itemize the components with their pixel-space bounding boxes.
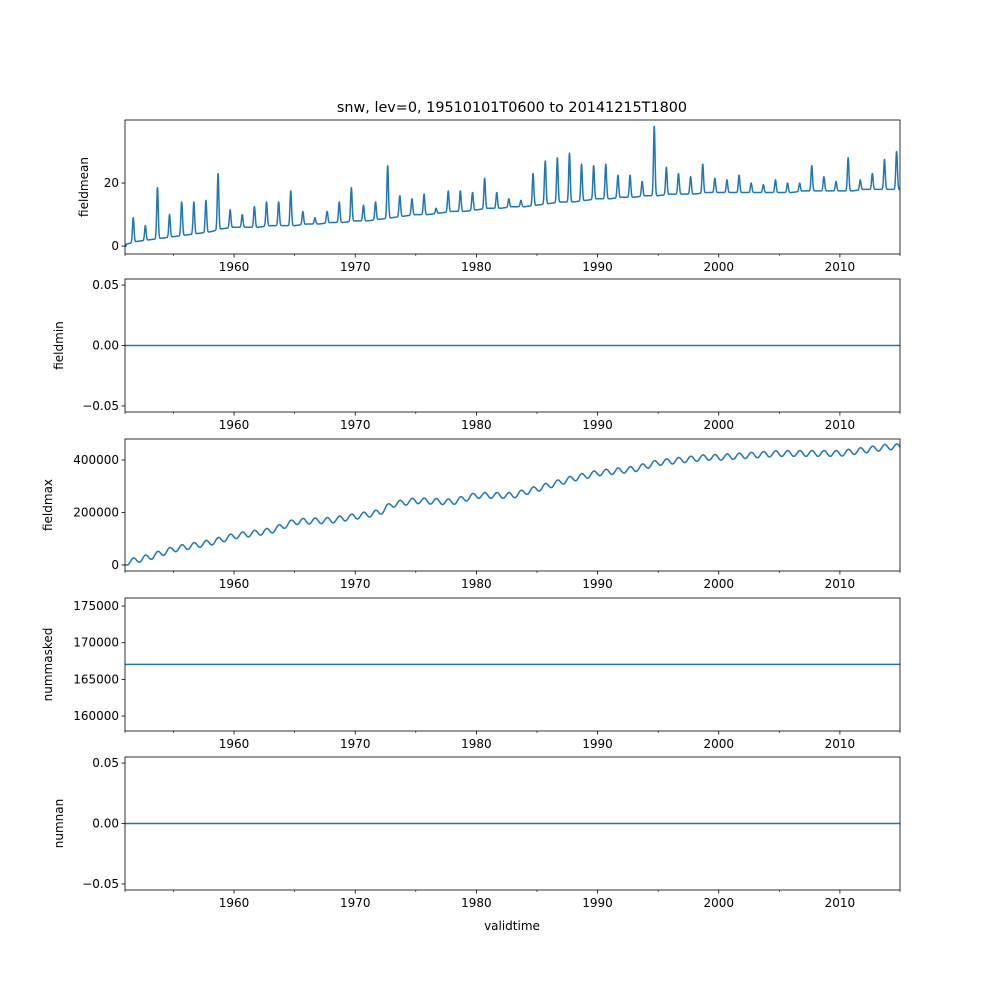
y-tick-label: 20 (104, 176, 119, 190)
y-tick-label: 0.00 (92, 339, 119, 353)
axes-frame (124, 438, 901, 572)
y-tick-label: 0.05 (92, 278, 119, 292)
y-tick-label: 200000 (73, 505, 119, 519)
x-tick-label: 1980 (461, 577, 492, 591)
subplot-numnan: −0.05 0.00 0.05 1960 1970 1980 1990 2000 2010 num… (52, 756, 901, 910)
x-tick-label: 2010 (825, 896, 856, 910)
y-axis-label: nummasked (41, 628, 55, 702)
x-tick-label: 1960 (219, 737, 250, 751)
series-line-fieldmean (124, 125, 901, 247)
x-tick-label: 1960 (219, 418, 250, 432)
x-tick-label: 1980 (461, 260, 492, 274)
x-tick-label: 2000 (703, 737, 734, 751)
x-tick-label: 2000 (703, 260, 734, 274)
x-tick-label: 1990 (582, 418, 613, 432)
subplot-fieldmax: 0 200000 400000 1960 1970 1980 1990 2000 2010 fie… (41, 438, 901, 591)
x-tick-label: 2010 (825, 260, 856, 274)
x-tick-label: 1970 (340, 418, 371, 432)
y-tick-label: −0.05 (82, 877, 119, 891)
series-line-fieldmax (124, 443, 901, 566)
x-tick-label: 1990 (582, 577, 613, 591)
y-axis-label: fieldmean (77, 157, 91, 217)
x-tick-label: 2000 (703, 896, 734, 910)
subplot-fieldmean: 0 20 1960 1970 1980 1990 2000 2010 fieldmean (77, 119, 901, 274)
x-tick-label: 1970 (340, 577, 371, 591)
x-tick-label: 1980 (461, 418, 492, 432)
axes-frame (124, 119, 901, 255)
chart-title: snw, lev=0, 19510101T0600 to 20141215T18… (337, 100, 687, 116)
y-tick-label: 400000 (73, 453, 119, 467)
x-tick-label: 2010 (825, 577, 856, 591)
axes-frame (124, 597, 901, 732)
x-tick-label: 2010 (825, 737, 856, 751)
x-tick-label: 1970 (340, 260, 371, 274)
y-tick-label: 0.00 (92, 817, 119, 831)
y-tick-label: 0.05 (92, 756, 119, 770)
x-tick-label: 1990 (582, 737, 613, 751)
x-tick-label: 1970 (340, 737, 371, 751)
x-tick-label: 1980 (461, 896, 492, 910)
subplot-fieldmin: −0.05 0.00 0.05 1960 1970 1980 1990 2000 2010 fie… (52, 278, 901, 432)
x-tick-label: 1990 (582, 896, 613, 910)
x-tick-label: 2000 (703, 418, 734, 432)
y-tick-label: 170000 (73, 636, 119, 650)
x-tick-label: 1960 (219, 577, 250, 591)
x-tick-label: 1970 (340, 896, 371, 910)
y-tick-label: 175000 (73, 599, 119, 613)
x-tick-label: 1980 (461, 737, 492, 751)
y-tick-label: 160000 (73, 709, 119, 723)
y-tick-label: 165000 (73, 672, 119, 686)
x-tick-label: 2000 (703, 577, 734, 591)
x-axis-label: validtime (484, 919, 540, 933)
y-axis-label: fieldmax (41, 479, 55, 531)
y-tick-label: 0 (111, 239, 119, 253)
x-tick-label: 1960 (219, 896, 250, 910)
y-axis-label: fieldmin (52, 321, 66, 370)
x-tick-label: 2010 (825, 418, 856, 432)
y-tick-label: 0 (111, 558, 119, 572)
x-tick-label: 1990 (582, 260, 613, 274)
y-tick-label: −0.05 (82, 399, 119, 413)
y-axis-label: numnan (52, 799, 66, 848)
x-tick-label: 1960 (219, 260, 250, 274)
subplot-nummasked: 160000 165000 170000 175000 1960 1970 1980 1990… (41, 597, 901, 751)
